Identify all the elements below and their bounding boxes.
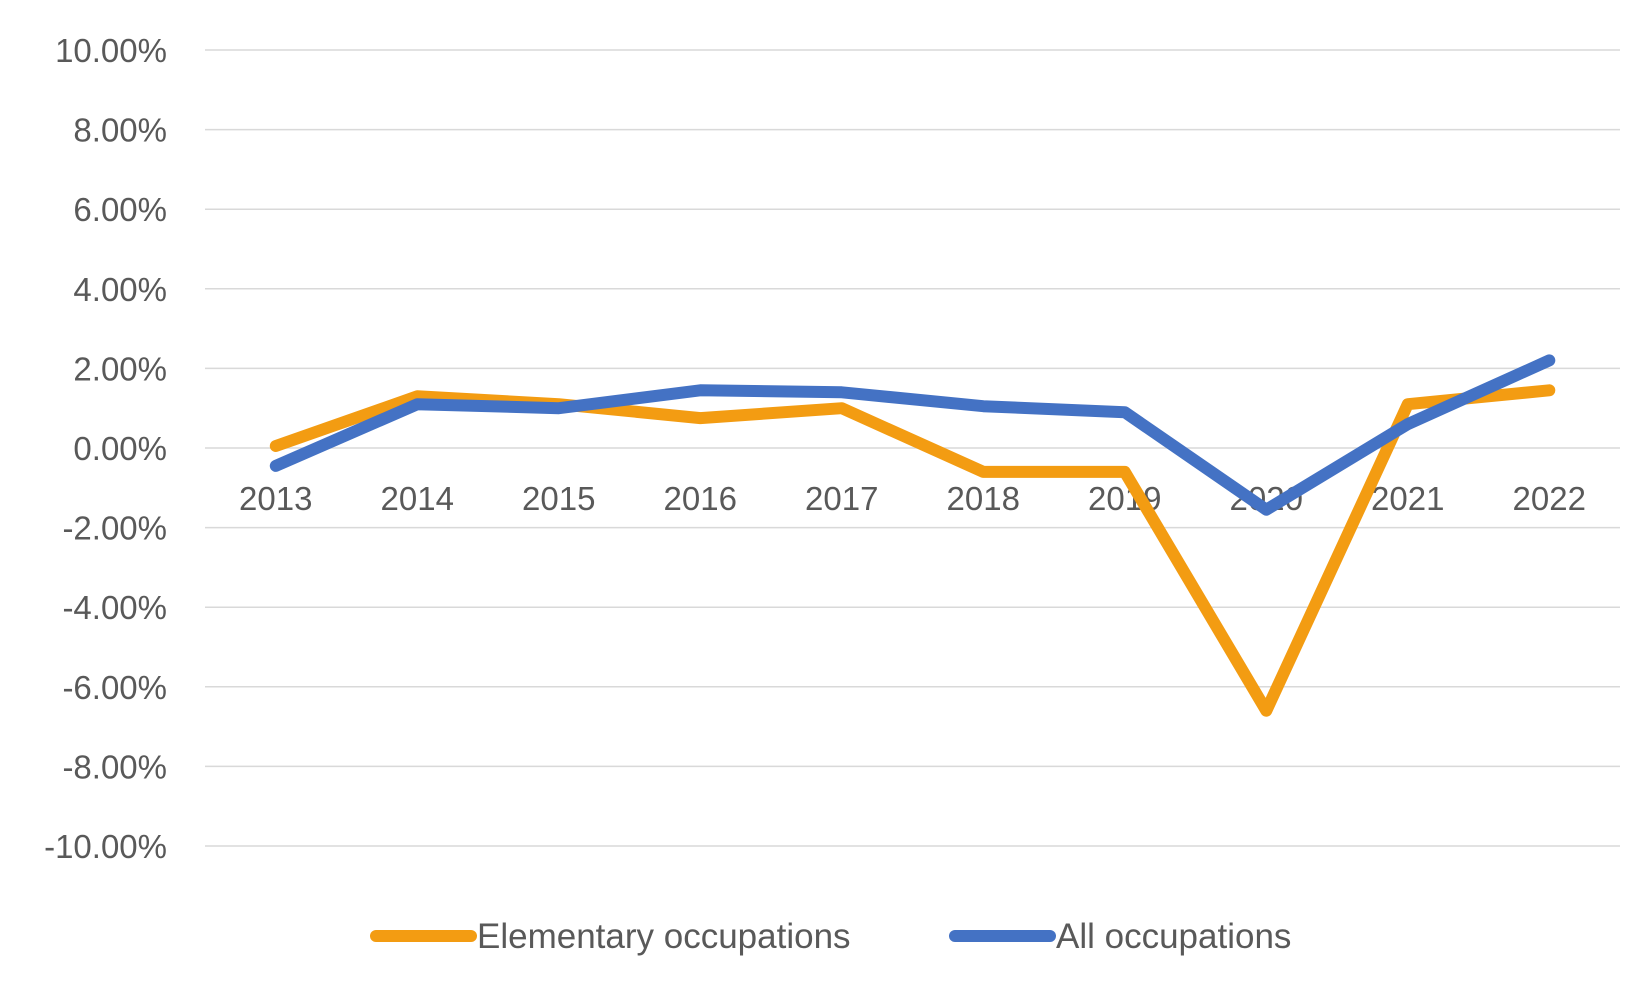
- legend: Elementary occupations All occupations: [370, 917, 1291, 956]
- y-tick-label: 2.00%: [73, 350, 167, 387]
- x-axis-tick-labels: 2013 2014 2015 2016 2017 2018 2019 2020 2021 2022: [239, 480, 1586, 517]
- legend-label: Elementary occupations: [477, 917, 851, 956]
- x-tick-label: 2015: [522, 480, 595, 517]
- y-tick-label: -6.00%: [62, 669, 167, 706]
- y-tick-label: 0.00%: [73, 430, 167, 467]
- series-lines: [269, 354, 1556, 717]
- y-axis-tick-labels: 10.00% 8.00% 6.00% 4.00% 2.00% 0.00% -2.00% -4.…: [44, 32, 167, 865]
- data-point: [1119, 466, 1131, 478]
- data-point: [1543, 354, 1555, 366]
- data-point: [270, 460, 282, 472]
- data-point: [1260, 705, 1272, 717]
- y-tick-label: -8.00%: [62, 748, 167, 785]
- x-tick-label: 2022: [1513, 480, 1586, 517]
- data-point: [836, 386, 848, 398]
- y-tick-label: -10.00%: [44, 828, 167, 865]
- y-tick-label: 4.00%: [73, 271, 167, 308]
- data-point: [411, 398, 423, 410]
- data-point: [1402, 398, 1414, 410]
- x-tick-label: 2021: [1371, 480, 1444, 517]
- data-point: [694, 412, 706, 424]
- y-tick-label: 6.00%: [73, 191, 167, 228]
- data-point: [270, 440, 282, 452]
- series-line-all-occupations: [269, 354, 1556, 516]
- y-tick-label: 10.00%: [55, 32, 167, 69]
- x-tick-label: 2017: [805, 480, 878, 517]
- legend-label: All occupations: [1056, 917, 1291, 956]
- data-point: [553, 402, 565, 414]
- x-tick-label: 2014: [381, 480, 454, 517]
- data-point: [1543, 384, 1555, 396]
- gridlines: [205, 49, 1620, 847]
- data-point: [1119, 406, 1131, 418]
- x-tick-label: 2016: [664, 480, 737, 517]
- data-point: [1402, 418, 1414, 430]
- y-tick-label: 8.00%: [73, 112, 167, 149]
- y-tick-label: -4.00%: [62, 589, 167, 626]
- series-line-elementary-occupations: [269, 384, 1556, 717]
- data-point: [836, 402, 848, 414]
- data-point: [694, 384, 706, 396]
- data-point: [1260, 504, 1272, 516]
- x-tick-label: 2018: [947, 480, 1020, 517]
- x-tick-label: 2013: [239, 480, 312, 517]
- y-tick-label: -2.00%: [62, 510, 167, 547]
- data-point: [977, 400, 989, 412]
- data-point: [977, 466, 989, 478]
